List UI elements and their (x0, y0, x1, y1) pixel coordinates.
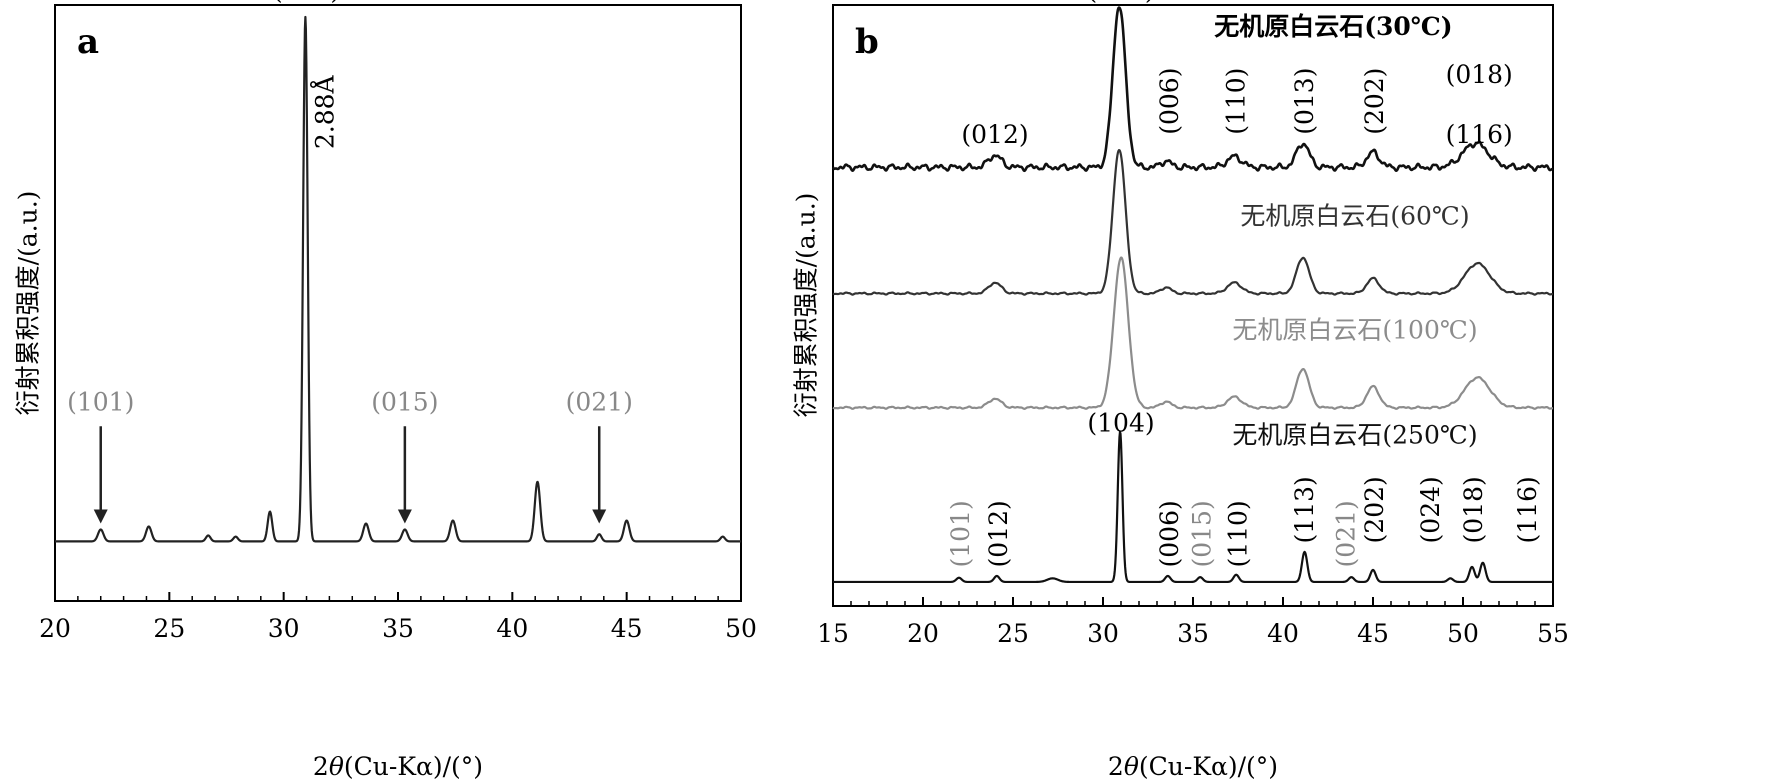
y-axis-title: 衍射累积强度/(a.u.) (792, 193, 821, 418)
x-tick-label: 50 (725, 614, 757, 643)
peak-label: (015) (371, 387, 438, 416)
x-tick-label: 40 (1267, 619, 1299, 648)
peak-label: (021) (566, 387, 633, 416)
x-tick-label: 50 (1447, 619, 1479, 648)
chart-panel-b: 15 20 25 30 35 40 45 50 55 b 2θ(Cu-Kα)/(°) 衍射累积强度/(… (792, 0, 1569, 780)
peak-label: (012) (984, 500, 1013, 567)
x-tick-label: 55 (1537, 619, 1569, 648)
peak-arrow-head (93, 509, 108, 524)
series-label: 无机原白云石(250℃) (1232, 421, 1477, 450)
peak-label: (101) (67, 387, 134, 416)
x-tick-label: 35 (382, 614, 414, 643)
peak-arrow-head (592, 509, 607, 524)
peak-arrow-head (397, 509, 412, 524)
x-tick-label: 25 (997, 619, 1029, 648)
peak-label: (021) (1331, 500, 1360, 567)
peak-label: (024) (1416, 476, 1445, 543)
peak-label: (101) (946, 500, 975, 567)
xrd-curve-2 (832, 149, 1554, 296)
chart-panel-a: 20 25 30 35 40 45 50 a 2θ(Cu-Kα)/(°) 衍射累积强度/(a.u.… (14, 0, 757, 780)
peak-label: (116) (1513, 476, 1542, 543)
peak-label: (006) (1155, 68, 1184, 135)
plot-frame (54, 4, 742, 602)
peak-label: (013) (1290, 68, 1319, 135)
xrd-curve-1 (831, 6, 1554, 173)
peak-label: (104) (1087, 409, 1154, 438)
peak-label: (202) (1360, 476, 1389, 543)
x-axis-title: 2θ(Cu-Kα)/(°) (313, 752, 483, 780)
x-tick-label: 45 (1357, 619, 1389, 648)
x-tick-label: 20 (907, 619, 939, 648)
x-tick-label: 30 (268, 614, 300, 643)
peak-label: (104) (273, 0, 340, 5)
peak-label: (015) (1187, 500, 1216, 567)
series-label: 无机原白云石(30℃) (1214, 12, 1452, 41)
peak-label: (110) (1223, 500, 1252, 567)
peak-label: (110) (1222, 68, 1251, 135)
peak-label: (116) (1446, 120, 1513, 149)
x-tick-label: 30 (1087, 619, 1119, 648)
panel-letter: b (855, 22, 879, 62)
series-label: 无机原白云石(100℃) (1232, 316, 1477, 345)
x-tick-label: 25 (153, 614, 185, 643)
x-tick-label: 40 (496, 614, 528, 643)
panel-letter: a (77, 22, 99, 62)
peak-label: (202) (1360, 68, 1389, 135)
series-label: 无机原白云石(60℃) (1240, 201, 1469, 230)
xrd-curve-4 (832, 430, 1554, 584)
peak-label: (104) (1087, 0, 1154, 5)
peak-label: 2.88Å (310, 74, 340, 149)
x-axis-title: 2θ(Cu-Kα)/(°) (1108, 752, 1278, 780)
y-axis-title: 衍射累积强度/(a.u.) (14, 191, 43, 416)
xrd-curve-1 (54, 15, 742, 543)
x-tick-label: 20 (39, 614, 71, 643)
peak-label: (113) (1290, 476, 1319, 543)
peak-label: (018) (1446, 60, 1513, 89)
peak-label: (018) (1459, 476, 1488, 543)
x-tick-label: 15 (817, 619, 849, 648)
x-tick-label: 35 (1177, 619, 1209, 648)
peak-label: (012) (961, 120, 1028, 149)
xrd-curve-3 (832, 256, 1554, 410)
x-tick-label: 45 (611, 614, 643, 643)
peak-label: (006) (1155, 500, 1184, 567)
